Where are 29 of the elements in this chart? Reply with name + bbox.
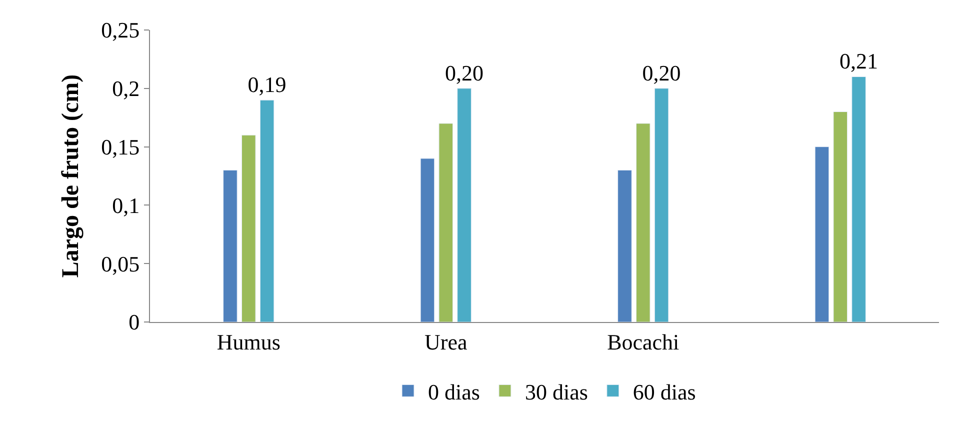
bar (420, 158, 435, 322)
bar (833, 112, 848, 322)
y-tick-label: 0,15 (101, 134, 140, 160)
y-axis-title: Largo de fruto (cm) (58, 74, 84, 278)
legend-label: 30 dias (524, 379, 588, 404)
bar (438, 123, 454, 322)
data-label: 0,19 (248, 72, 286, 98)
bar (814, 146, 830, 322)
y-tick-label: 0,1 (112, 192, 140, 218)
bar (457, 88, 472, 322)
x-tick-label: Urea (424, 329, 468, 354)
bar (852, 76, 866, 322)
y-tick-label: 0,2 (112, 76, 140, 102)
bar (654, 88, 669, 322)
x-tick-label: Humus (216, 329, 280, 354)
legend-label: 0 dias (428, 379, 480, 404)
bar (618, 170, 632, 322)
data-label: 0,21 (840, 48, 878, 74)
y-tick-label: 0,05 (101, 251, 140, 276)
bar (260, 100, 274, 322)
x-tick-label: Bocachi (607, 329, 680, 354)
data-label: 0,20 (642, 60, 681, 86)
data-label: 0,20 (445, 60, 484, 86)
legend-label: 60 dias (632, 379, 696, 404)
bar (223, 170, 238, 322)
y-tick-label: 0 (128, 310, 140, 335)
y-tick-label: 0,25 (101, 18, 140, 43)
bar (241, 134, 256, 322)
bar (636, 123, 650, 322)
